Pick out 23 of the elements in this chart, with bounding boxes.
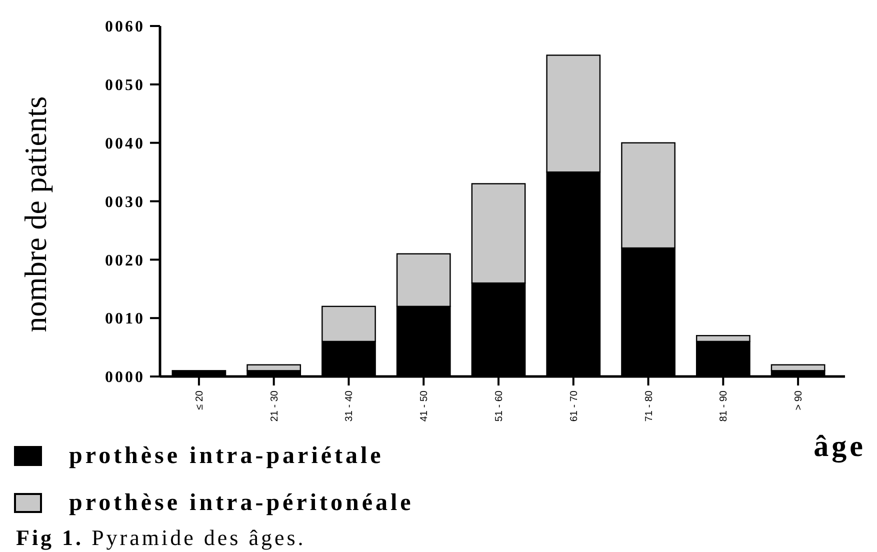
x-tick-label: 41 - 50	[419, 390, 430, 422]
y-tick-label: 0040	[105, 135, 145, 152]
x-tick-label: 21 - 30	[269, 390, 280, 422]
x-tick-label: ≤ 20	[194, 390, 206, 410]
y-tick-label: 0010	[105, 310, 145, 328]
x-tick-label: 31 - 40	[344, 390, 356, 422]
y-axis-title: nombre de patients	[18, 96, 53, 332]
x-tick-label: 81 - 90	[718, 390, 730, 422]
legend-label: prothèse intra-pariétale	[69, 443, 384, 469]
y-tick-label: 0000	[105, 369, 145, 386]
x-tick-label: 51 - 60	[494, 390, 505, 422]
x-tick-label: 61 - 70	[568, 390, 580, 422]
caption: Fig 1. Pyramide des âges.	[16, 525, 306, 550]
bar	[770, 364, 826, 372]
y-tick-label: 0050	[105, 77, 145, 94]
y-tick-label: 0020	[105, 252, 145, 270]
x-tick-label: > 90	[794, 390, 805, 410]
y-tick-label: 0060	[105, 18, 145, 36]
legend-label: prothèse intra-péritonéale	[69, 490, 414, 516]
x-axis-title: âge	[814, 430, 866, 463]
x-tick-label: 71 - 80	[644, 390, 655, 422]
y-tick-label: 0030	[105, 194, 145, 211]
bar	[246, 364, 302, 372]
